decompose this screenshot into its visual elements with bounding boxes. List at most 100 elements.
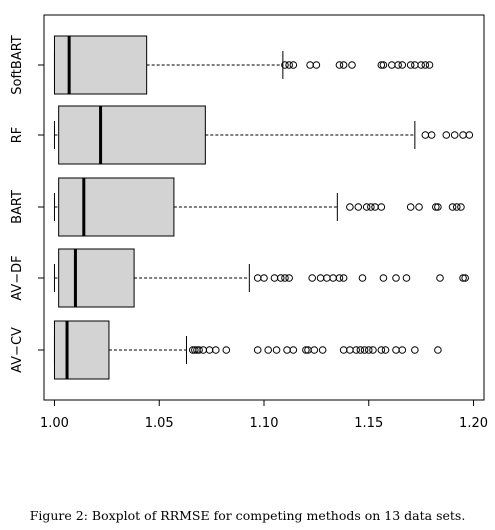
outlier-point (352, 346, 360, 354)
outlier-point (432, 203, 440, 211)
outlier-point (346, 203, 354, 211)
outlier-point (289, 346, 298, 354)
outlier-point (394, 61, 402, 69)
outlier-point (318, 346, 327, 354)
outlier-point (253, 274, 262, 282)
outlier-point (459, 274, 467, 282)
outlier-point (283, 346, 291, 354)
boxes-layer (53, 35, 474, 380)
outlier-point (388, 61, 396, 69)
outlier-point (411, 346, 419, 354)
x-tick-label: 1.10 (250, 416, 279, 431)
outlier-point (323, 274, 331, 282)
outlier-point (205, 346, 214, 354)
outlier-point (199, 346, 208, 354)
outlier-point (364, 346, 373, 354)
outlier-point (222, 346, 231, 354)
outlier-point (285, 61, 293, 69)
boxplot-chart: SoftBART RF BART AV−DF AV−CV 1.00 1.05 1.10 1.15… (10, 14, 488, 431)
y-tick-label: RF (10, 127, 25, 144)
outlier-point (191, 346, 199, 354)
iqr-box (58, 248, 135, 308)
box-4 (53, 320, 442, 380)
outlier-point (465, 131, 474, 139)
outlier-point (360, 346, 369, 354)
outlier-point (398, 61, 407, 69)
outlier-point (461, 274, 469, 282)
outlier-point (434, 203, 442, 211)
box-3 (53, 248, 469, 308)
outlier-point (260, 274, 268, 282)
iqr-box (58, 105, 206, 165)
outlier-point (253, 346, 262, 354)
outlier-point (310, 346, 319, 354)
outlier-point (308, 274, 316, 282)
x-tick-label: 1.15 (354, 416, 383, 431)
outlier-point (306, 61, 314, 69)
box-0 (53, 35, 434, 95)
outlier-point (377, 346, 386, 354)
outlier-point (427, 131, 436, 139)
y-tick-label: AV−CV (10, 327, 25, 373)
outlier-point (362, 203, 371, 211)
outlier-point (406, 61, 415, 69)
x-tick-label: 1.20 (459, 416, 488, 431)
iqr-box (53, 320, 110, 380)
outlier-point (398, 346, 407, 354)
outlier-point (379, 274, 388, 282)
outlier-point (281, 61, 289, 69)
outlier-point (434, 346, 442, 354)
y-tick-label: AV−DF (10, 255, 25, 300)
outlier-point (406, 203, 415, 211)
outlier-point (339, 61, 348, 69)
outlier-point (421, 131, 430, 139)
outlier-point (354, 203, 363, 211)
outlier-point (377, 61, 386, 69)
outlier-point (371, 203, 379, 211)
outlier-point (264, 346, 272, 354)
outlier-point (348, 61, 356, 69)
outlier-point (281, 274, 289, 282)
outlier-point (436, 274, 444, 282)
box-2 (53, 177, 465, 237)
outlier-point (402, 274, 411, 282)
outlier-point (312, 61, 321, 69)
outlier-point (415, 203, 423, 211)
x-tick-label: 1.00 (40, 416, 69, 431)
outlier-point (425, 61, 434, 69)
box-1 (53, 105, 474, 165)
outlier-point (212, 346, 220, 354)
outlier-point (195, 346, 203, 354)
outlier-point (381, 346, 390, 354)
outlier-point (450, 131, 459, 139)
outlier-point (379, 61, 388, 69)
y-tick-label: BART (10, 190, 25, 224)
outlier-point (316, 274, 325, 282)
outlier-point (411, 61, 419, 69)
outlier-point (369, 346, 377, 354)
outlier-point (276, 274, 285, 282)
outlier-point (285, 274, 293, 282)
x-tick-label: 1.05 (145, 416, 174, 431)
outlier-point (442, 131, 451, 139)
outlier-point (329, 274, 337, 282)
outlier-point (452, 203, 461, 211)
outlier-point (457, 203, 465, 211)
outlier-point (270, 274, 279, 282)
outlier-point (346, 346, 354, 354)
outlier-point (459, 131, 467, 139)
outlier-point (377, 203, 386, 211)
outlier-point (358, 274, 367, 282)
outlier-point (367, 203, 375, 211)
outlier-point (302, 346, 310, 354)
outlier-point (272, 346, 281, 354)
outlier-point (289, 61, 298, 69)
outlier-point (339, 274, 348, 282)
outlier-point (392, 346, 400, 354)
outlier-point (448, 203, 457, 211)
y-tick-label: SoftBART (10, 35, 25, 95)
iqr-box (58, 177, 175, 237)
figure-caption: Figure 2: Boxplot of RRMSE for competing… (29, 508, 466, 523)
outlier-point (417, 61, 425, 69)
outlier-point (335, 61, 344, 69)
